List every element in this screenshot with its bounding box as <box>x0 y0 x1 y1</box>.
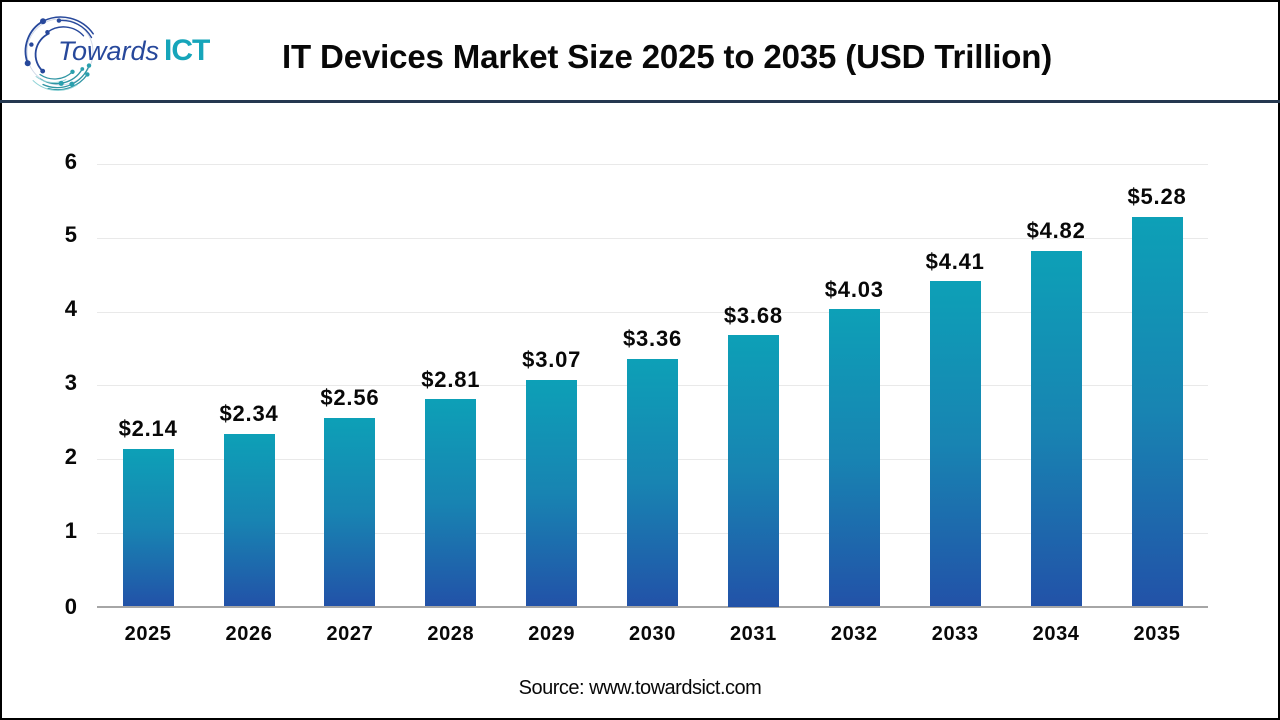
svg-text:Towards: Towards <box>58 36 159 66</box>
svg-text:ICT: ICT <box>164 34 210 67</box>
